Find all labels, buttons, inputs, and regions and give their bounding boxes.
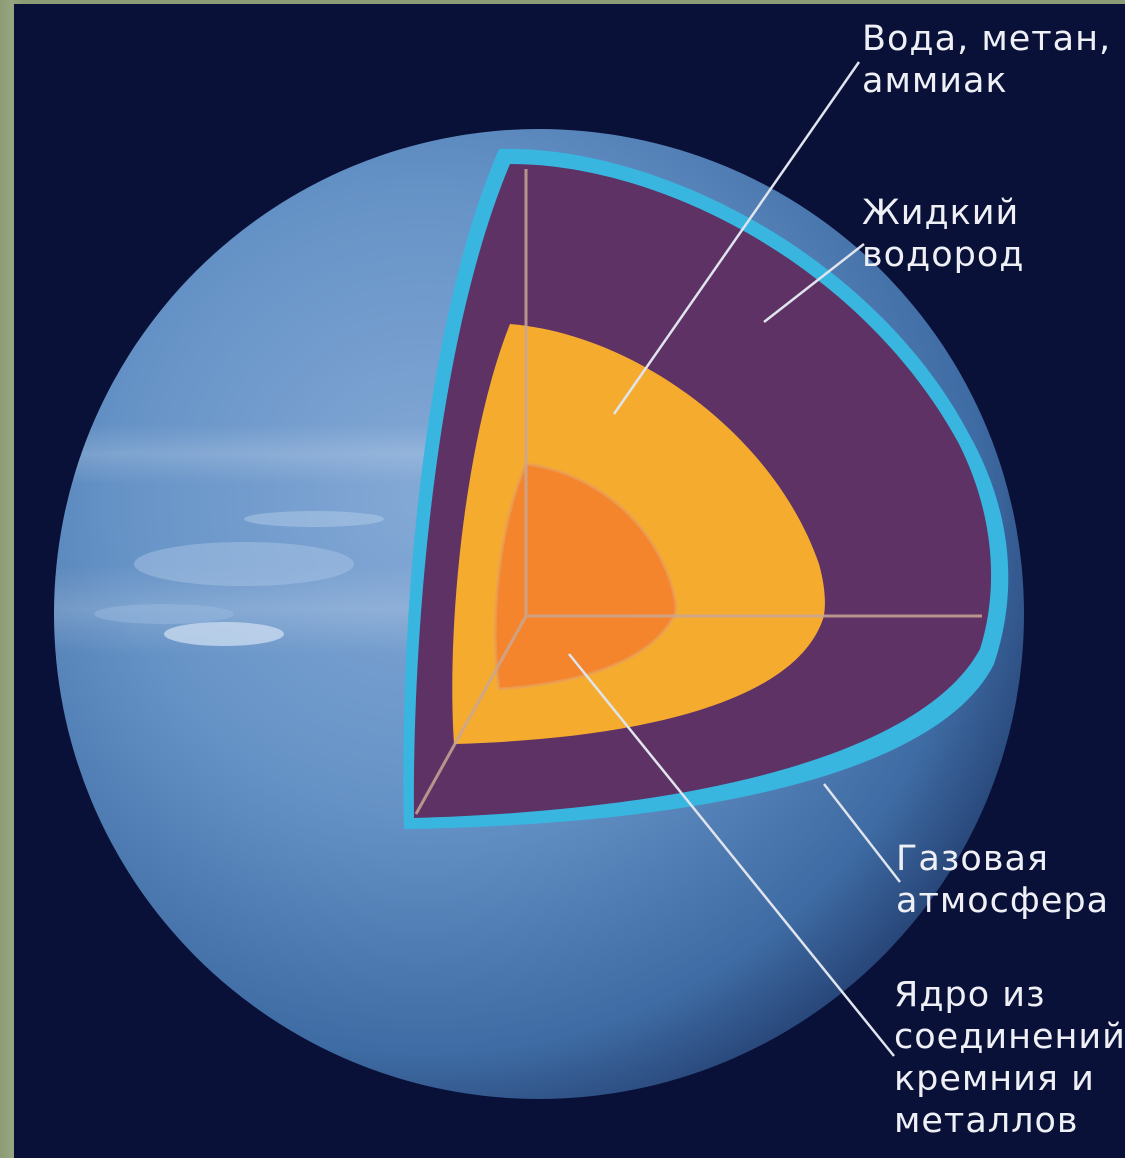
label-water-methane-ammonia: Вода, метан, аммиак [862,19,1112,101]
leader-lines [568,61,901,1057]
cutaway-axes [414,169,982,815]
label-gas-atmosphere: Газовая атмосфера [896,839,1110,921]
neptune-cutaway-illustration [54,61,1024,1099]
leader-line-atmosphere [823,783,901,883]
leader-line-core [568,653,895,1057]
label-liquid-hydrogen: Жидкий водород [862,193,1025,275]
leader-line-hydrogen [763,243,865,323]
leader-line-water [612,61,861,415]
core-layer [493,462,678,691]
label-core: Ядро из соединений кремния и металлов [894,975,1125,1141]
diagram-panel: Вода, метан, аммиак Жидкий водород Газов… [14,4,1125,1158]
